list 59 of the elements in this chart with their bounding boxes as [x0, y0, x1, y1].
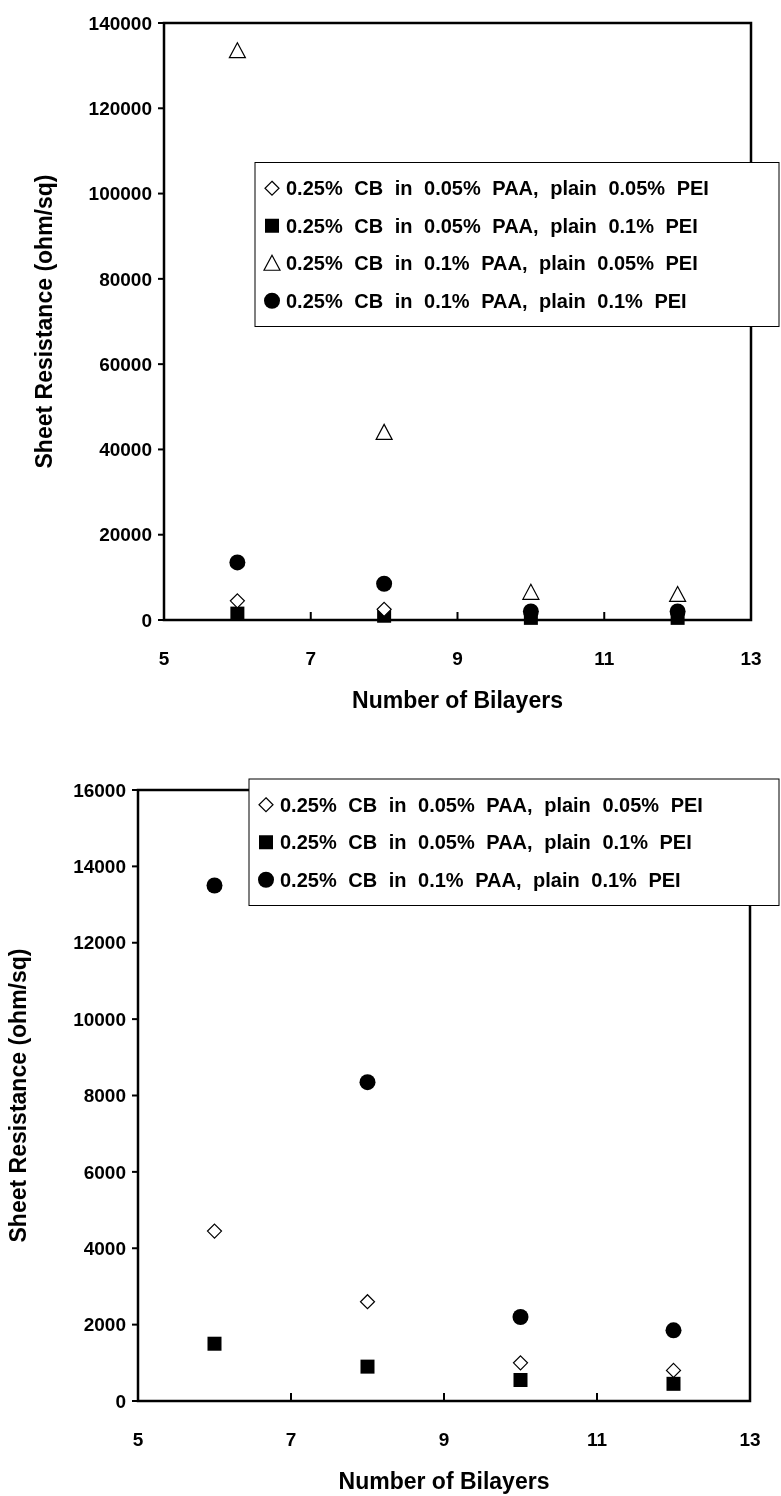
y-tick-label: 0: [141, 609, 152, 631]
y-tick-label: 140000: [88, 12, 152, 34]
y-tick-label: 16000: [73, 779, 126, 801]
point: [375, 423, 393, 440]
legend-label: 0.25% CB in 0.1% PAA, plain 0.05% PEI: [286, 252, 698, 275]
y-tick-label: 80000: [99, 268, 152, 290]
y-tick-label: 14000: [73, 856, 126, 878]
point: [206, 1223, 223, 1239]
point: [376, 575, 393, 592]
point: [359, 1074, 376, 1091]
point: [376, 601, 392, 617]
point: [228, 42, 246, 59]
y-tick-label: 12000: [73, 932, 126, 954]
y-axis-title: Sheet Resistance (ohm/sq): [31, 174, 58, 469]
point: [512, 1355, 529, 1371]
point: [522, 583, 540, 600]
y-tick-label: 2000: [83, 1314, 126, 1336]
point: [230, 606, 245, 621]
x-tick-label: 9: [438, 1429, 450, 1450]
y-tick-label: 120000: [88, 97, 152, 119]
y-tick-label: 6000: [83, 1161, 126, 1183]
y-axis-title: Sheet Resistance (ohm/sq): [5, 948, 32, 1243]
point: [207, 1336, 222, 1351]
point: [360, 1359, 375, 1374]
y-tick-label: 100000: [88, 183, 152, 205]
x-tick-label: 5: [132, 1429, 144, 1450]
x-tick-label: 9: [452, 648, 463, 669]
point: [206, 877, 223, 894]
y-tick-label: 10000: [73, 1008, 126, 1030]
y-tick-label: 8000: [83, 1085, 126, 1107]
legend-label: 0.25% CB in 0.05% PAA, plain 0.1% PEI: [280, 831, 692, 854]
y-tick-label: 20000: [99, 524, 152, 546]
y-tick-label: 60000: [99, 353, 152, 375]
point: [229, 554, 246, 571]
x-tick-label: 7: [305, 648, 317, 669]
y-tick-label: 4000: [83, 1237, 126, 1259]
legend-label: 0.25% CB in 0.05% PAA, plain 0.05% PEI: [286, 177, 709, 200]
point: [359, 1294, 376, 1310]
x-tick-label: 13: [740, 648, 762, 669]
legend-label: 0.25% CB in 0.1% PAA, plain 0.1% PEI: [286, 289, 687, 312]
y-tick-label: 40000: [99, 439, 152, 461]
y-tick-label: 0: [115, 1390, 126, 1412]
point: [666, 1376, 681, 1391]
point: [513, 1373, 528, 1387]
point: [669, 585, 687, 603]
x-tick-label: 11: [594, 648, 615, 669]
point: [665, 1362, 682, 1379]
x-tick-label: 5: [158, 648, 170, 669]
legend-label: 0.25% CB in 0.1% PAA, plain 0.1% PEI: [280, 868, 681, 891]
x-axis-title: Number of Bilayers: [352, 687, 563, 713]
point: [665, 1322, 682, 1339]
x-tick-label: 7: [285, 1429, 297, 1450]
x-tick-label: 13: [739, 1429, 761, 1450]
point: [229, 593, 245, 609]
legend-label: 0.25% CB in 0.05% PAA, plain 0.05% PEI: [280, 793, 703, 816]
legend-label: 0.25% CB in 0.05% PAA, plain 0.1% PEI: [286, 214, 698, 237]
point: [512, 1308, 529, 1325]
x-tick-label: 11: [586, 1429, 608, 1450]
x-axis-title: Number of Bilayers: [338, 1468, 550, 1494]
